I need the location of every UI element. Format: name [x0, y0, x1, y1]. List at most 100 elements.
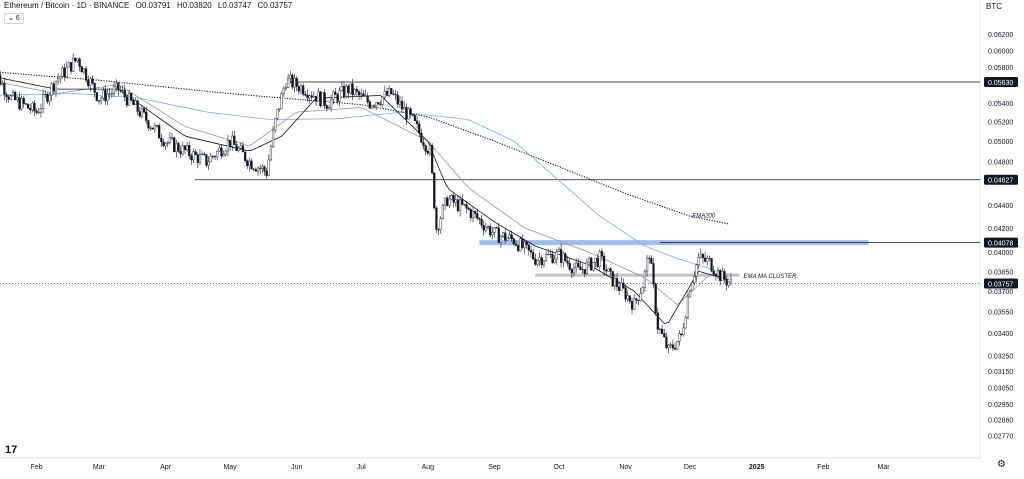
candle-down: [136, 100, 139, 112]
candle-down: [0, 74, 2, 85]
candle-up: [345, 85, 348, 97]
candle-down: [123, 89, 126, 98]
candle-down: [379, 103, 382, 105]
candle-up: [716, 269, 720, 277]
candle-up: [76, 58, 79, 62]
candle-down: [244, 151, 247, 161]
candle-up: [454, 199, 457, 203]
candle-up: [598, 251, 601, 267]
candle-up: [50, 83, 53, 96]
candle-down: [719, 269, 722, 281]
candle-up: [388, 88, 391, 96]
candle-up: [168, 137, 171, 143]
candle-up: [572, 267, 576, 274]
tradingview-logo[interactable]: 17: [5, 444, 18, 456]
candle-up: [682, 327, 685, 335]
candle-down: [418, 123, 421, 134]
chart-legend: Ethereum / Bitcoin · 1D · BINANCE O0.037…: [4, 1, 296, 10]
y-tick-label: 0.04078: [988, 241, 1013, 248]
candle-up: [164, 143, 167, 146]
candle-down: [205, 154, 208, 166]
settings-gear-icon[interactable]: ⚙: [997, 459, 1006, 470]
candle-up: [643, 270, 647, 288]
level-price-badge: [984, 174, 1018, 185]
candle-down: [385, 91, 389, 96]
ema-ma-cluster-zone[interactable]: [535, 273, 740, 277]
ma-blue-line[interactable]: [0, 93, 729, 275]
candle-up: [463, 204, 466, 206]
candle-up: [542, 260, 546, 266]
candle-down: [411, 114, 414, 116]
y-tick-label: 0.04400: [988, 203, 1013, 210]
candle-down: [183, 145, 187, 151]
candle-down: [514, 243, 518, 246]
candle-up: [613, 278, 616, 287]
y-tick-label: 0.03757: [988, 281, 1013, 288]
candle-up: [209, 155, 212, 163]
y-tick-label: 0.04200: [988, 226, 1013, 233]
candle-down: [177, 143, 180, 152]
candle-down: [433, 172, 436, 209]
candle-up: [82, 68, 86, 73]
candle-down: [357, 91, 361, 96]
candle-down: [138, 111, 141, 117]
candle-down: [104, 89, 107, 102]
candle-down: [461, 199, 464, 205]
x-tick-label: Nov: [619, 464, 632, 471]
ema-mid-line[interactable]: [0, 80, 729, 306]
symbol-title[interactable]: Ethereum / Bitcoin · 1D · BINANCE: [4, 1, 130, 10]
candle-down: [559, 248, 563, 263]
candle-down: [306, 95, 309, 99]
candle-down: [302, 85, 305, 95]
candle-up: [491, 232, 494, 236]
candle-down: [680, 333, 683, 335]
candle-up: [484, 227, 487, 231]
candle-down: [220, 147, 223, 157]
candle-down: [377, 102, 380, 105]
candle-down: [170, 137, 174, 139]
candle-down: [600, 251, 604, 257]
candle-up: [115, 82, 118, 88]
candle-down: [78, 58, 81, 67]
candle-down: [577, 262, 580, 267]
candle-down: [323, 92, 326, 106]
x-tick-label: Jun: [291, 464, 302, 471]
candle-up: [216, 150, 219, 158]
y-tick-label: 0.03400: [988, 331, 1013, 338]
candle-up: [44, 94, 47, 96]
candle-down: [151, 127, 154, 130]
candle-down: [422, 142, 425, 146]
candle-up: [370, 105, 374, 109]
candle-up: [31, 102, 34, 111]
currency-label[interactable]: BTC: [986, 2, 1002, 11]
y-tick-label: 0.03150: [988, 369, 1013, 376]
candle-down: [213, 156, 217, 158]
candle-down: [291, 75, 294, 88]
x-tick-label: Mar: [877, 464, 890, 471]
ema-fast-line[interactable]: [0, 76, 729, 325]
y-tick-label: 0.06000: [988, 48, 1013, 55]
candle-up: [721, 271, 724, 281]
candle-up: [321, 92, 324, 107]
candle-up: [1, 82, 4, 85]
candle-down: [452, 194, 455, 203]
candle-up: [102, 89, 105, 99]
candle-down: [80, 66, 83, 73]
candle-down: [469, 209, 472, 219]
candle-up: [287, 78, 290, 88]
indicators-collapse-button[interactable]: ⌄ 6: [4, 13, 24, 24]
candle-down: [532, 251, 535, 260]
x-tick-label: 2025: [749, 464, 765, 471]
candle-up: [448, 198, 451, 206]
candle-down: [566, 260, 569, 264]
indicator-lines-layer: [0, 71, 729, 325]
candle-up: [626, 295, 629, 300]
candle-down: [652, 263, 655, 285]
candle-down: [437, 229, 440, 231]
candle-down: [319, 91, 322, 107]
candle-down: [673, 347, 677, 350]
y-tick-label: 0.05630: [988, 80, 1013, 87]
candle-up: [450, 194, 453, 200]
